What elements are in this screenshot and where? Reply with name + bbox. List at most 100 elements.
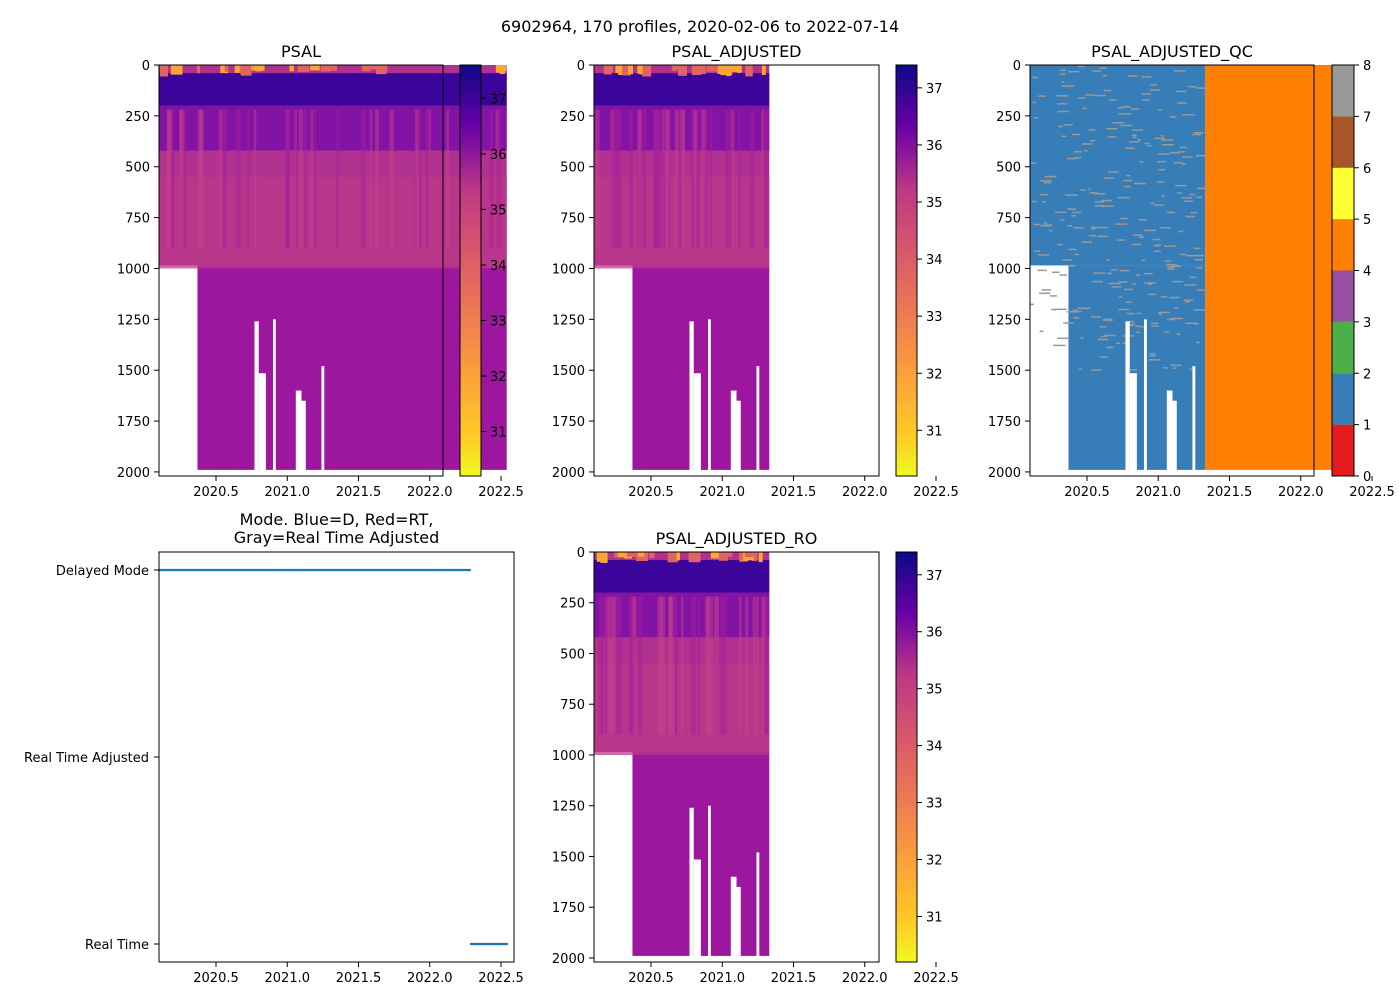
- qc-flag8-speckle: [1082, 107, 1087, 110]
- y-tick-label: 0: [142, 59, 150, 74]
- qc-flag8-speckle: [1173, 70, 1186, 72]
- mode-point: [245, 568, 248, 572]
- surface-fresh-patch: [627, 552, 638, 557]
- qc-flag8-speckle: [1139, 219, 1147, 221]
- profile-streak: [370, 109, 373, 249]
- x-tick-label: 2022.5: [1349, 485, 1395, 500]
- qc-flag8-speckle: [1049, 229, 1053, 232]
- qc-flag8-speckle: [1196, 87, 1208, 89]
- qc-flag8-speckle: [1054, 308, 1067, 311]
- surface-fresh-patch: [677, 65, 688, 76]
- y-tick-label: 500: [560, 647, 585, 662]
- qc-flag8-speckle: [1092, 70, 1101, 72]
- qc-flag8-speckle: [1175, 184, 1187, 187]
- mode-point: [451, 568, 455, 572]
- salinity-max-core: [594, 560, 770, 593]
- profile-streak: [657, 109, 663, 249]
- colorbar-segment: [1332, 424, 1354, 476]
- subplot-title: PSAL_ADJUSTED_RO: [656, 529, 818, 549]
- qc-flag8-speckle: [1040, 193, 1048, 196]
- qc-flag8-speckle: [1099, 67, 1107, 69]
- qc-flag8-speckle: [1117, 239, 1126, 241]
- mode-point: [259, 568, 263, 572]
- profile-streak: [660, 596, 666, 735]
- mode-point: [307, 568, 311, 572]
- qc-flag8-speckle: [1121, 106, 1131, 108]
- y-tick-label: 250: [996, 110, 1021, 125]
- qc-flag8-speckle: [1097, 235, 1109, 238]
- qc-flag8-speckle: [1119, 124, 1132, 127]
- qc-flag8-speckle: [1060, 73, 1066, 75]
- mode-point: [322, 568, 326, 572]
- qc-flag8-speckle: [1039, 330, 1044, 333]
- profile-streak: [298, 109, 304, 249]
- mode-point: [199, 568, 202, 572]
- qc-flag8-speckle: [1186, 254, 1198, 257]
- mode-point: [460, 568, 463, 572]
- qc-flag8-speckle: [1149, 354, 1156, 357]
- missing-data-gap: [1129, 373, 1137, 476]
- qc-flag8-speckle: [1030, 303, 1034, 306]
- colorbar-gradient: [460, 65, 481, 476]
- qc-flag8-speckle: [1132, 136, 1137, 139]
- x-tick-label: 2021.5: [336, 485, 382, 500]
- surface-fresh-patch: [639, 65, 643, 75]
- surface-fresh-patch: [710, 552, 720, 559]
- x-tick-label: 2021.0: [265, 485, 311, 500]
- colorbar-tick-label: 33: [490, 314, 507, 329]
- mode-point: [311, 568, 315, 572]
- profile-streak: [680, 596, 684, 735]
- qc-flag8-speckle: [1180, 253, 1187, 256]
- qc-flag8-speckle: [1078, 97, 1086, 99]
- mode-point: [326, 568, 330, 572]
- mode-point: [324, 568, 328, 572]
- qc-flag8-speckle: [1189, 193, 1195, 196]
- mode-point: [397, 568, 401, 572]
- mode-point: [191, 568, 194, 572]
- profile-streak: [247, 109, 250, 249]
- figure-suptitle: 6902964, 170 profiles, 2020-02-06 to 202…: [501, 17, 899, 36]
- qc-flag8-speckle: [1141, 76, 1152, 78]
- qc-flag8-speckle: [1051, 308, 1058, 311]
- heatmap-psal-adjusted-qc: [1030, 65, 1341, 476]
- profile-streak: [738, 109, 741, 249]
- mode-point: [353, 568, 357, 572]
- mode-point: [274, 568, 278, 572]
- y-category-label: Real Time: [85, 938, 149, 953]
- mode-point: [434, 568, 438, 572]
- mode-point: [378, 568, 382, 572]
- y-tick-label: 250: [560, 110, 585, 125]
- mode-point: [497, 942, 501, 946]
- profile-streak: [762, 109, 768, 249]
- qc-flag8-speckle: [1158, 311, 1170, 314]
- qc-flag8-speckle: [1107, 136, 1117, 138]
- heatmap-psal: [159, 65, 507, 476]
- qc-flag8-speckle: [1037, 269, 1047, 272]
- qc-flag8-speckle: [1068, 264, 1076, 267]
- qc-flag8-speckle: [1114, 223, 1128, 225]
- qc-flag8-speckle: [1128, 141, 1140, 143]
- mode-point: [376, 568, 380, 572]
- qc-flag8-speckle: [1077, 65, 1085, 68]
- profile-streak: [690, 596, 696, 735]
- qc-flag8-speckle: [1158, 168, 1166, 171]
- qc-flag8-speckle: [1061, 81, 1065, 83]
- profile-streak: [643, 109, 647, 249]
- qc-flag8-speckle: [1181, 163, 1186, 165]
- qc-flag8-speckle: [1192, 133, 1201, 136]
- qc-flag8-speckle: [1067, 157, 1076, 160]
- colorbar-tick-label: 34: [926, 740, 943, 755]
- qc-flag8-speckle: [1062, 85, 1075, 87]
- y-tick-label: 2000: [988, 466, 1021, 481]
- qc-flag8-speckle: [1156, 244, 1162, 246]
- colorbar-segment: [1332, 116, 1354, 168]
- qc-flag8-speckle: [1179, 146, 1188, 149]
- subplot-title: PSAL: [281, 42, 321, 61]
- mode-point: [161, 568, 165, 572]
- mode-point: [437, 568, 440, 572]
- qc-flag8-speckle: [1143, 282, 1156, 284]
- mode-point: [477, 942, 480, 946]
- mode-point: [422, 568, 426, 572]
- profile-streak: [691, 109, 694, 249]
- qc-flag8-speckle: [1131, 243, 1141, 246]
